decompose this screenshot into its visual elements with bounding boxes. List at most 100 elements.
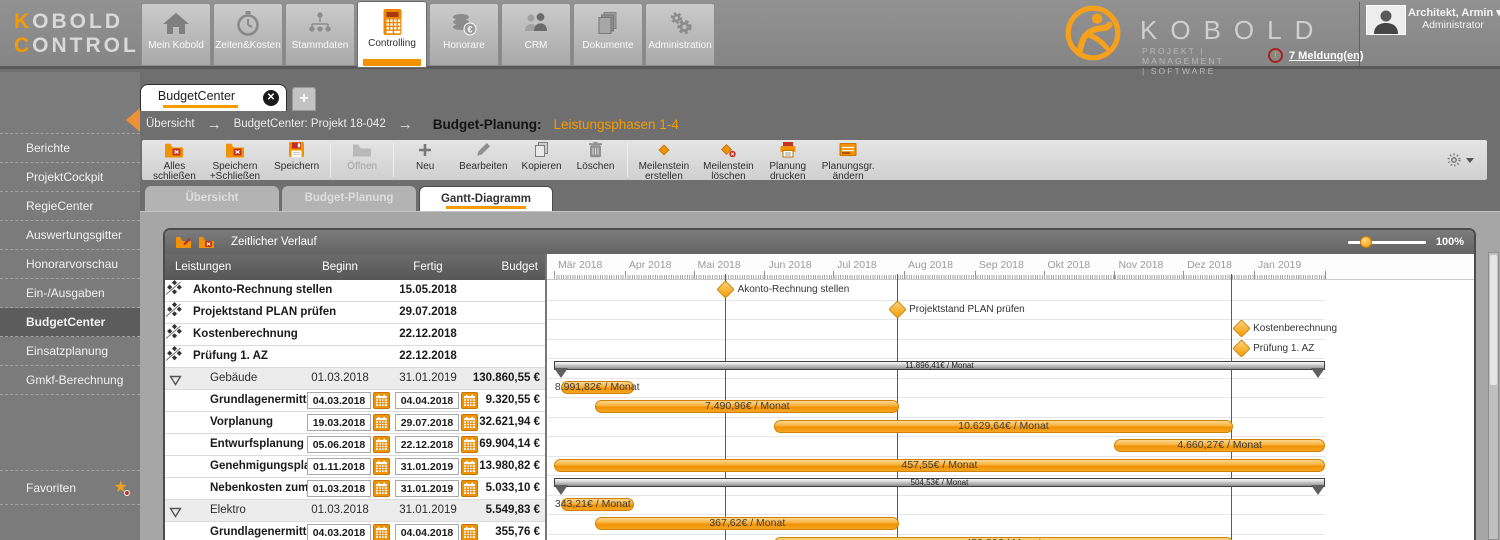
- gantt-bar-7-490-96-monat[interactable]: [595, 400, 900, 414]
- fertig-date-input[interactable]: [395, 436, 459, 453]
- toolbar-button-speichern-schliessen[interactable]: Speichern +Schließen: [203, 141, 267, 182]
- expand-collapse-icon[interactable]: [169, 373, 182, 391]
- sidebar-item-berichte[interactable]: Berichte: [0, 134, 140, 163]
- alerts-link[interactable]: 7 Meldung(en): [1289, 49, 1364, 62]
- nav-tab-administration[interactable]: Administration: [645, 3, 715, 66]
- nav-tab-controlling[interactable]: Controlling: [357, 1, 427, 68]
- toolbar-button-meilenstein-erstellen[interactable]: Meilenstein erstellen: [632, 141, 697, 182]
- table-row-grundlagenermittlung[interactable]: Grundlagenermittlung 9.320,55 €: [165, 390, 545, 412]
- calendar-icon[interactable]: [373, 392, 390, 409]
- fertig-date-input[interactable]: [395, 414, 459, 431]
- table-row-elektro[interactable]: Elektro 01.03.2018 31.01.2019 5.549,83 €: [165, 500, 545, 522]
- nav-tab-stammdaten[interactable]: Stammdaten: [285, 3, 355, 66]
- sidebar-item-auswertungsgitter[interactable]: Auswertungsgitter: [0, 221, 140, 250]
- gantt-bar-8-991-82-monat[interactable]: [560, 380, 635, 394]
- calendar-icon[interactable]: [373, 458, 390, 475]
- calendar-icon[interactable]: [461, 436, 478, 453]
- breadcrumb-uebersicht[interactable]: Übersicht: [146, 118, 195, 130]
- nav-tab-mein-kobold[interactable]: Mein Kobold: [141, 3, 211, 66]
- milestone-label: Projektstand PLAN prüfen: [909, 303, 1025, 315]
- sidebar-item-favoriten[interactable]: Favoriten ★: [0, 470, 140, 505]
- gantt-milestone-kostenberechnung[interactable]: [1231, 319, 1251, 338]
- folder-edit-icon[interactable]: [175, 235, 192, 249]
- table-row-genehmigungsplanung[interactable]: Genehmigungsplanung 13.980,82 €: [165, 456, 545, 478]
- gantt-bar-10-629-64-monat[interactable]: [773, 419, 1234, 433]
- nav-tab-zeiten-kosten[interactable]: Zeiten&Kosten: [213, 3, 283, 66]
- toolbar-button-planungsgr-andern[interactable]: Planungsgr. ändern: [815, 141, 882, 182]
- nav-tab-honorare[interactable]: € Honorare: [429, 3, 499, 66]
- toolbar-button-planung-drucken[interactable]: Planung drucken: [761, 141, 815, 182]
- vertical-scrollbar[interactable]: [1488, 252, 1499, 540]
- sidebar-item-ein-ausgaben[interactable]: Ein-/Ausgaben: [0, 279, 140, 308]
- nav-tab-dokumente[interactable]: Dokumente: [573, 3, 643, 66]
- zoom-slider-knob[interactable]: [1359, 235, 1372, 248]
- table-row-entwurfsplanung[interactable]: Entwurfsplanung 69.904,14 €: [165, 434, 545, 456]
- gantt-bar-343-21-monat[interactable]: [560, 497, 635, 511]
- calendar-icon[interactable]: [461, 480, 478, 497]
- gantt-bar-367-62-monat[interactable]: [595, 517, 900, 531]
- toolbar-button-meilenstein-loschen[interactable]: Meilenstein löschen: [696, 141, 761, 182]
- calendar-icon[interactable]: [461, 524, 478, 540]
- table-row-kostenberechnung[interactable]: Kostenberechnung 22.12.2018: [165, 324, 545, 346]
- table-row-prufung-1-az[interactable]: Prüfung 1. AZ 22.12.2018: [165, 346, 545, 368]
- tab-ubersicht[interactable]: Übersicht: [145, 186, 279, 211]
- calendar-icon[interactable]: [461, 414, 478, 431]
- beginn-date-input[interactable]: [307, 524, 371, 540]
- sidebar-item-einsatzplanung[interactable]: Einsatzplanung: [0, 337, 140, 366]
- toolbar-button-bearbeiten[interactable]: Bearbeiten: [452, 141, 514, 179]
- beginn-date-input[interactable]: [307, 480, 371, 497]
- fertig-date-input[interactable]: [395, 458, 459, 475]
- toolbar-button-alles-schliessen[interactable]: Alles schließen: [146, 141, 203, 182]
- folder-close-icon[interactable]: [198, 235, 215, 249]
- table-row-gebaude[interactable]: Gebäude 01.03.2018 31.01.2019 130.860,55 €: [165, 368, 545, 390]
- table-row-nebenkosten-zum-projekt[interactable]: Nebenkosten zum Projekt5.033,10 €: [165, 478, 545, 500]
- gantt-milestone-projektstand-plan-prufen[interactable]: [887, 299, 907, 319]
- sidebar-item-honorarvorschau[interactable]: Honorarvorschau: [0, 250, 140, 279]
- gantt-summary-bar-11-896-41-monat[interactable]: 11.896,41€ / Monat: [554, 361, 1325, 378]
- calendar-icon[interactable]: [373, 414, 390, 431]
- gantt-milestone-prufung-1-az[interactable]: [1231, 338, 1251, 358]
- user-info[interactable]: Architekt, Armin ▾ Administrator: [1408, 6, 1500, 31]
- calendar-icon[interactable]: [373, 524, 390, 540]
- beginn-date-input[interactable]: [307, 414, 371, 431]
- tab-gantt-diagramm[interactable]: Gantt-Diagramm: [419, 186, 553, 211]
- sidebar-item-regiecenter[interactable]: RegieCenter: [0, 192, 140, 221]
- document-tab-budgetcenter[interactable]: BudgetCenter ✕: [140, 84, 287, 111]
- toolbar-button-loschen[interactable]: Löschen: [569, 141, 623, 179]
- tab-budget-planung[interactable]: Budget-Planung: [282, 186, 416, 211]
- table-row-projektstand-plan-prufen[interactable]: Projektstand PLAN prüfen 29.07.2018: [165, 302, 545, 324]
- close-tab-icon[interactable]: ✕: [263, 90, 279, 106]
- zoom-slider[interactable]: [1347, 235, 1426, 248]
- gantt-bar-4-660-27-monat[interactable]: [1114, 439, 1325, 453]
- nav-tab-crm[interactable]: CRM: [501, 3, 571, 66]
- sidebar-item-gmkf-berechnung[interactable]: Gmkf-Berechnung: [0, 366, 140, 395]
- beginn-date-input[interactable]: [307, 436, 371, 453]
- calendar-icon[interactable]: [461, 392, 478, 409]
- toolbar-settings-button[interactable]: [1446, 152, 1474, 168]
- toolbar-button-speichern[interactable]: Speichern: [267, 141, 326, 179]
- gantt-bar-457-55-monat[interactable]: [554, 458, 1325, 472]
- scrollbar-thumb[interactable]: [1490, 255, 1497, 385]
- fertig-date-input[interactable]: [395, 524, 459, 540]
- toolbar-button-neu[interactable]: Neu: [398, 141, 452, 179]
- sidebar-item-budgetcenter[interactable]: BudgetCenter: [0, 308, 140, 337]
- sidebar-item-projektcockpit[interactable]: ProjektCockpit: [0, 163, 140, 192]
- expand-collapse-icon[interactable]: [169, 505, 182, 523]
- table-row-vorplanung[interactable]: Vorplanung 32.621,94 €: [165, 412, 545, 434]
- calendar-icon[interactable]: [461, 458, 478, 475]
- calendar-icon[interactable]: [373, 436, 390, 453]
- gantt-summary-bar-504-53-monat[interactable]: 504,53€ / Monat: [554, 478, 1325, 495]
- calendar-icon[interactable]: [373, 480, 390, 497]
- table-row-akonto-rechnung-stellen[interactable]: Akonto-Rechnung stellen 15.05.2018: [165, 280, 545, 302]
- user-avatar[interactable]: [1366, 5, 1406, 35]
- fertig-date-input[interactable]: [395, 480, 459, 497]
- beginn-date-input[interactable]: [307, 458, 371, 475]
- toolbar-button-kopieren[interactable]: Kopieren: [515, 141, 569, 179]
- fertig-date-input[interactable]: [395, 392, 459, 409]
- breadcrumb-budgetcenter[interactable]: BudgetCenter: Projekt 18-042: [233, 118, 386, 130]
- sidebar-collapse-icon[interactable]: [126, 108, 140, 132]
- table-row-grundlagenermittlung[interactable]: Grundlagenermittlung 355,76 €: [165, 522, 545, 540]
- beginn-date-input[interactable]: [307, 392, 371, 409]
- new-tab-button[interactable]: +: [292, 87, 316, 111]
- gantt-milestone-akonto-rechnung-stellen[interactable]: [716, 280, 735, 299]
